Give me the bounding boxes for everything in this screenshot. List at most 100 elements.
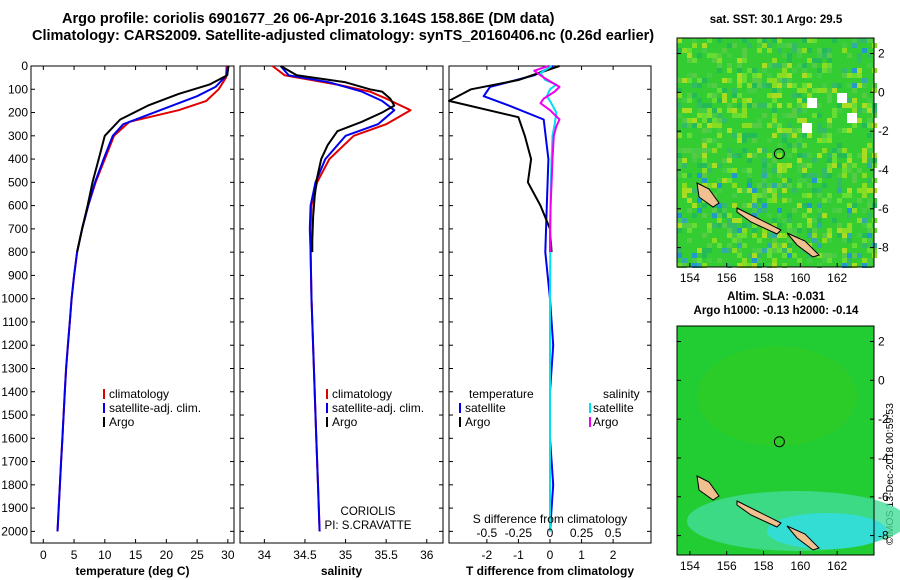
sst-cell bbox=[752, 188, 757, 193]
sst-cell bbox=[697, 53, 702, 58]
sst-cell bbox=[827, 98, 832, 103]
sst-cell bbox=[727, 243, 732, 248]
sst-cell bbox=[732, 113, 737, 118]
x-tick-label: 34 bbox=[258, 548, 272, 562]
sst-cell bbox=[777, 183, 782, 188]
island bbox=[696, 182, 720, 208]
sst-cell bbox=[792, 108, 797, 113]
sst-cell bbox=[832, 83, 837, 88]
sst-cell bbox=[762, 163, 767, 168]
sst-cell bbox=[862, 158, 867, 163]
sst-cell bbox=[697, 198, 702, 203]
sst-cell bbox=[762, 173, 767, 178]
sst-cell bbox=[797, 63, 802, 68]
sst-cell bbox=[742, 113, 747, 118]
sst-cell bbox=[832, 163, 837, 168]
sst-cell bbox=[787, 83, 792, 88]
sst-cell bbox=[787, 113, 792, 118]
sst-cell bbox=[847, 153, 852, 158]
sst-cell bbox=[697, 113, 702, 118]
sst-cell bbox=[842, 163, 847, 168]
sst-cell bbox=[677, 133, 682, 138]
sst-cell bbox=[702, 158, 707, 163]
sst-cell bbox=[742, 78, 747, 83]
sst-cell bbox=[847, 253, 852, 258]
sst-cell bbox=[747, 263, 752, 268]
map-x-tick-label: 158 bbox=[754, 559, 774, 573]
legend-label: satellite-adj. clim. bbox=[109, 401, 201, 415]
y-tick-label: 1300 bbox=[1, 361, 28, 375]
sst-cell bbox=[782, 73, 787, 78]
sst-cell bbox=[852, 43, 857, 48]
sst-cell bbox=[772, 243, 777, 248]
sst-cell bbox=[827, 93, 832, 98]
sst-cell bbox=[772, 223, 777, 228]
sst-cell bbox=[772, 183, 777, 188]
sst-cell bbox=[702, 248, 707, 253]
sst-cell bbox=[862, 218, 867, 223]
sst-cell bbox=[682, 123, 687, 128]
sst-cell bbox=[862, 223, 867, 228]
sst-cell bbox=[772, 263, 777, 268]
sst-cell bbox=[687, 223, 692, 228]
sst-cell bbox=[742, 98, 747, 103]
sst-cell bbox=[722, 248, 727, 253]
sst-cell bbox=[852, 83, 857, 88]
sst-cell bbox=[842, 103, 847, 108]
sst-cell bbox=[772, 58, 777, 63]
legend-label: climatology bbox=[109, 387, 169, 401]
sst-cell bbox=[687, 73, 692, 78]
sst-cell bbox=[857, 83, 862, 88]
sst-cell bbox=[797, 93, 802, 98]
sst-cell bbox=[772, 123, 777, 128]
sst-cell bbox=[777, 153, 782, 158]
sst-cell bbox=[792, 233, 797, 238]
sst-cell bbox=[867, 203, 872, 208]
sst-cell bbox=[827, 233, 832, 238]
sst-cell bbox=[692, 153, 697, 158]
sst-cell bbox=[692, 148, 697, 153]
sst-cell bbox=[832, 108, 837, 113]
sst-cell bbox=[817, 153, 822, 158]
secondary-tick-label: -0.25 bbox=[505, 526, 533, 540]
sst-cell bbox=[732, 133, 737, 138]
sst-cell bbox=[867, 38, 872, 43]
sst-cell bbox=[822, 253, 827, 258]
sst-cell bbox=[772, 113, 777, 118]
sst-cell bbox=[702, 163, 707, 168]
sst-cell bbox=[697, 148, 702, 153]
sst-cell bbox=[717, 203, 722, 208]
sst-cell bbox=[692, 83, 697, 88]
sst-cell bbox=[682, 218, 687, 223]
sst-cell bbox=[757, 118, 762, 123]
sst-cell bbox=[797, 228, 802, 233]
map-y-tick-label: -6 bbox=[878, 490, 889, 504]
sst-cell bbox=[707, 168, 712, 173]
sst-cell bbox=[797, 163, 802, 168]
sst-cell bbox=[677, 48, 682, 53]
sst-cell bbox=[722, 78, 727, 83]
sst-cell bbox=[762, 168, 767, 173]
sst-cell bbox=[812, 58, 817, 63]
sst-cell bbox=[802, 118, 807, 123]
sst-cell bbox=[727, 68, 732, 73]
sst-cell bbox=[802, 153, 807, 158]
sst-cell bbox=[777, 48, 782, 53]
sst-cell bbox=[742, 203, 747, 208]
sst-cell bbox=[712, 98, 717, 103]
sst-cell bbox=[807, 258, 812, 263]
sst-cell bbox=[782, 138, 787, 143]
sst-cell bbox=[797, 178, 802, 183]
sst-cell bbox=[837, 233, 842, 238]
sst-cell bbox=[822, 233, 827, 238]
y-tick-label: 500 bbox=[8, 175, 28, 189]
sst-cell bbox=[827, 153, 832, 158]
island bbox=[736, 500, 782, 528]
sst-cell bbox=[677, 78, 682, 83]
sst-cell bbox=[752, 198, 757, 203]
sst-cell bbox=[862, 153, 867, 158]
sst-cell bbox=[797, 168, 802, 173]
sst-cell bbox=[867, 148, 872, 153]
sst-cell bbox=[702, 263, 707, 268]
sst-cell bbox=[847, 188, 852, 193]
